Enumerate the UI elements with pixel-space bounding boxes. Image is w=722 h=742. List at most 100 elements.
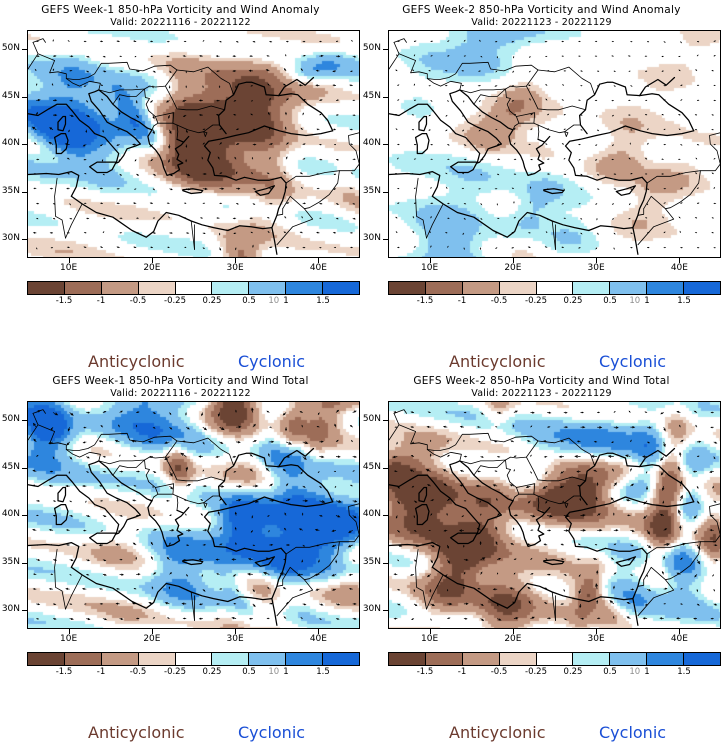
wind-arrow <box>319 246 322 249</box>
wind-arrow <box>302 143 306 145</box>
wind-arrow <box>132 542 137 546</box>
wind-arrow <box>480 618 485 622</box>
wind-arrow <box>319 113 322 116</box>
wind-arrow <box>530 411 535 414</box>
wind-arrow <box>331 529 337 532</box>
country-border <box>190 220 195 250</box>
panel-subtitle: Valid: 20221116 - 20221122 <box>110 17 251 28</box>
wind-arrow <box>165 499 170 502</box>
wind-arrow <box>578 40 581 43</box>
wind-arrow <box>397 588 401 591</box>
wind-arrow <box>234 511 237 516</box>
wind-arrow <box>83 426 87 429</box>
wind-arrow <box>462 232 465 236</box>
wind-arrow <box>69 99 73 102</box>
wind-arrow <box>83 85 87 87</box>
wind-arrow <box>430 158 434 160</box>
country-border <box>665 541 701 581</box>
wind-arrow <box>149 40 153 43</box>
wind-arrow <box>115 602 120 605</box>
country-border <box>426 61 539 80</box>
colorbar-swatch <box>28 282 65 294</box>
wind-arrow <box>285 498 291 502</box>
wind-arrow <box>36 544 39 546</box>
panel-week2-anomaly: GEFS Week-2 850-hPa Vorticity and Wind A… <box>361 0 722 371</box>
wind-arrow <box>627 558 631 561</box>
wind-arrow <box>696 559 701 565</box>
wind-arrow <box>36 454 39 457</box>
wind-arrow <box>447 40 450 42</box>
wind-arrow <box>661 486 665 491</box>
wind-arrow <box>510 85 515 87</box>
wind-arrow <box>169 542 171 546</box>
wind-arrow <box>596 482 599 487</box>
coastline <box>638 447 676 468</box>
wind-arrow <box>396 441 398 445</box>
wind-arrow <box>497 411 502 414</box>
wind-arrow <box>352 410 357 413</box>
country-border <box>32 42 67 79</box>
wind-arrow <box>444 232 448 234</box>
wind-arrow <box>713 186 716 189</box>
wind-arrow <box>411 485 415 488</box>
wind-arrow <box>219 202 223 205</box>
wind-arrow <box>428 173 431 175</box>
wind-arrow <box>236 425 242 429</box>
wind-arrow <box>576 558 581 561</box>
wind-arrow <box>663 85 667 87</box>
wind-arrow <box>119 217 123 220</box>
colorbar-swatch <box>249 282 287 294</box>
wind-arrow <box>560 603 564 605</box>
wind-arrow <box>497 455 501 458</box>
wind-arrow <box>300 186 303 189</box>
wind-arrow <box>32 231 37 234</box>
colorbar-swatch <box>499 653 537 665</box>
coastline <box>389 479 411 488</box>
y-tick <box>383 420 388 421</box>
wind-arrow <box>696 99 700 102</box>
wind-arrow <box>544 40 548 43</box>
wind-arrow <box>696 485 699 490</box>
wind-arrow <box>116 588 120 590</box>
wind-arrow <box>580 411 585 414</box>
wind-arrow <box>525 485 531 489</box>
wind-arrow <box>563 618 567 621</box>
country-border <box>176 66 234 96</box>
wind-arrow <box>630 544 634 547</box>
wind-arrow <box>250 85 253 87</box>
wind-arrow <box>710 617 714 620</box>
wind-arrow <box>119 573 125 576</box>
country-border <box>112 88 145 105</box>
wind-arrow <box>168 114 170 119</box>
wind-arrow <box>447 498 451 502</box>
wind-arrow <box>102 217 107 220</box>
wind-arrow <box>347 544 353 548</box>
wind-arrow <box>218 232 221 236</box>
wind-arrow <box>563 426 569 429</box>
map-week1-total <box>27 401 360 629</box>
wind-arrow <box>349 232 353 234</box>
wind-arrow <box>133 455 137 457</box>
colorbar-swatch <box>425 653 463 665</box>
wind-arrow <box>509 587 515 590</box>
wind-arrow <box>659 617 664 620</box>
wind-arrow <box>285 54 287 57</box>
wind-arrow <box>166 556 170 560</box>
wind-arrow <box>480 203 483 206</box>
wind-arrow <box>494 247 498 249</box>
wind-arrow <box>397 485 400 489</box>
coastline <box>182 188 204 195</box>
wind-arrow <box>267 83 270 86</box>
y-tick <box>22 420 27 421</box>
wind-arrow <box>663 246 667 249</box>
wind-arrow <box>576 440 581 443</box>
wind-arrow <box>149 202 153 205</box>
wind-arrow <box>477 587 481 590</box>
colorbar-tick-label: 1.5 <box>316 296 330 306</box>
wind-arrow <box>352 500 358 503</box>
wind-arrow <box>215 617 220 620</box>
coastline <box>449 161 478 174</box>
wind-arrow <box>693 515 698 519</box>
wind-arrow <box>646 441 651 444</box>
wind-arrow <box>628 157 631 160</box>
